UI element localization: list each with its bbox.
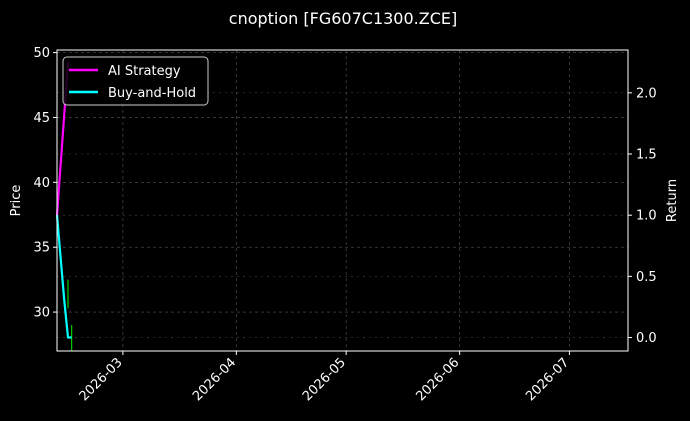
candle-layer [67,279,73,351]
y-tick-label-left: 30 [33,306,50,321]
legend-label: Buy-and-Hold [108,86,196,101]
y-tick-label-left: 35 [33,241,50,256]
y-tick-label-right: 0.5 [636,270,657,285]
plot-frame [56,49,629,352]
y-tick-label-left: 40 [33,176,50,191]
y-axis-label-right: Return [665,179,680,222]
legend-box [62,56,209,106]
y-tick-label-left: 45 [33,111,50,126]
y-tick-label-right: 2.0 [636,86,657,101]
y-tick-label-right: 1.5 [636,148,657,163]
y-tick-label-left: 50 [33,46,50,61]
series-line-buy-and-hold [55,215,72,339]
grid-layer [57,50,628,351]
legend-label: AI Strategy [108,64,181,79]
y-axis-label-left: Price [9,185,24,217]
chart-title: cnoption [FG607C1300.ZCE] [229,9,457,28]
y-tick-label-right: 1.0 [636,209,657,224]
legend: AI Strategy Buy-and-Hold [62,56,209,106]
y-tick-label-right: 0.0 [636,331,657,346]
